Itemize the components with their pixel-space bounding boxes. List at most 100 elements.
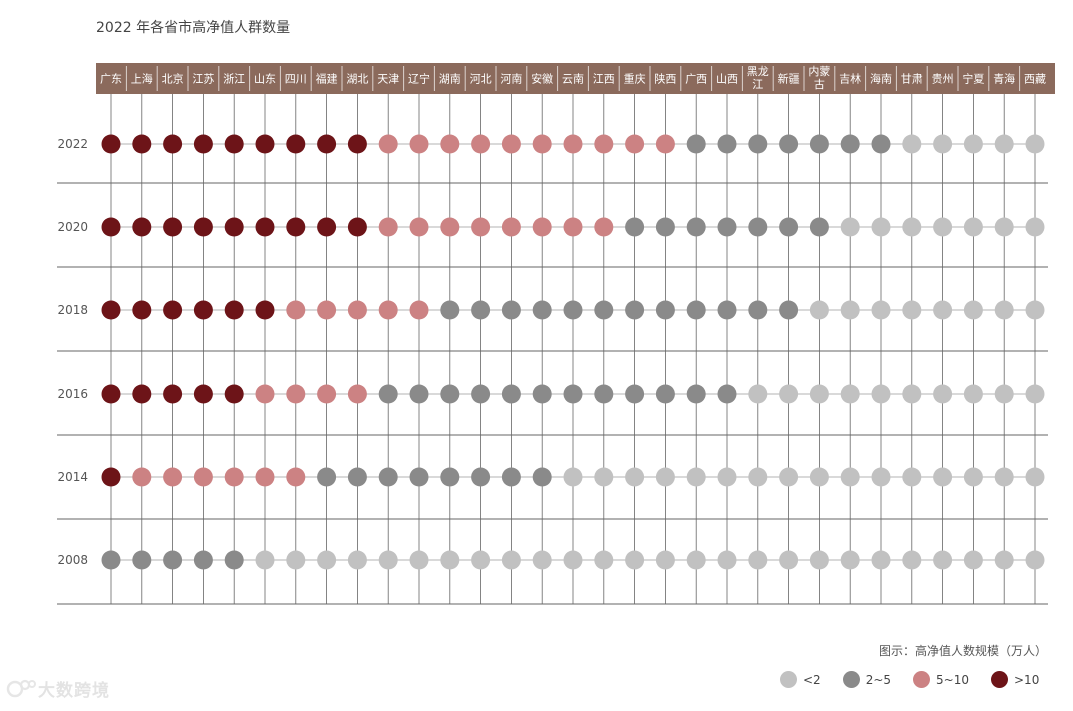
data-dot xyxy=(378,467,398,487)
data-dot xyxy=(132,467,152,487)
data-dot xyxy=(1025,467,1045,487)
data-dot xyxy=(409,467,429,487)
legend-label: 2~5 xyxy=(865,672,892,687)
data-dot xyxy=(132,134,152,154)
province-label: 海南 xyxy=(870,72,892,86)
data-dot xyxy=(440,300,460,320)
province-label: 内蒙古 xyxy=(808,64,830,91)
data-dot xyxy=(840,217,860,237)
year-label: 2022 xyxy=(57,137,88,151)
data-dot xyxy=(779,300,799,320)
data-dot xyxy=(101,550,121,570)
data-dot xyxy=(286,217,306,237)
data-dot xyxy=(809,550,829,570)
province-label: 天津 xyxy=(377,73,399,86)
province-label: 安徽 xyxy=(531,72,553,86)
legend-swatch xyxy=(991,671,1008,688)
data-dot xyxy=(840,384,860,404)
data-dot xyxy=(779,134,799,154)
data-dot xyxy=(409,217,429,237)
data-dot xyxy=(902,134,922,154)
data-dot xyxy=(532,384,552,404)
data-dot xyxy=(625,217,645,237)
data-dot xyxy=(532,550,552,570)
legend-label: >10 xyxy=(1014,672,1040,687)
data-dot xyxy=(163,467,183,487)
province-label: 江苏 xyxy=(192,73,214,86)
data-dot xyxy=(594,300,614,320)
data-dot xyxy=(132,217,152,237)
province-label: 云南 xyxy=(562,73,584,86)
data-dot xyxy=(471,217,491,237)
data-dot xyxy=(163,217,183,237)
data-dot xyxy=(224,134,244,154)
data-dot xyxy=(625,300,645,320)
data-dot xyxy=(286,467,306,487)
data-dot xyxy=(717,134,737,154)
data-dot xyxy=(655,134,675,154)
data-dot xyxy=(255,217,275,237)
data-dot xyxy=(994,467,1014,487)
data-dot xyxy=(101,467,121,487)
province-label: 重庆 xyxy=(624,72,646,86)
province-label: 福建 xyxy=(316,72,338,86)
year-label: 2014 xyxy=(57,470,88,484)
data-dot xyxy=(871,550,891,570)
watermark-text: 大数跨境 xyxy=(38,681,110,701)
data-dot xyxy=(563,467,583,487)
data-dot xyxy=(224,217,244,237)
data-dot xyxy=(286,134,306,154)
data-dot xyxy=(1025,300,1045,320)
data-dot xyxy=(563,300,583,320)
data-dot xyxy=(101,134,121,154)
data-dot xyxy=(717,217,737,237)
data-dot xyxy=(594,217,614,237)
chart-title: 2022 年各省市高净值人群数量 xyxy=(96,20,291,36)
data-dot xyxy=(193,467,213,487)
data-dot xyxy=(255,384,275,404)
data-dot xyxy=(1025,384,1045,404)
data-dot xyxy=(1025,217,1045,237)
data-dot xyxy=(933,217,953,237)
data-dot xyxy=(871,217,891,237)
data-dot xyxy=(748,300,768,320)
watermark: 大数跨境 xyxy=(6,676,110,701)
data-dot xyxy=(163,384,183,404)
year-label: 2020 xyxy=(57,220,88,234)
data-dot xyxy=(594,467,614,487)
province-label: 甘肃 xyxy=(901,73,923,86)
province-label: 广东 xyxy=(100,73,122,86)
legend-item: 5~10 xyxy=(913,671,969,688)
data-dot xyxy=(717,300,737,320)
data-dot xyxy=(840,300,860,320)
data-dot xyxy=(933,300,953,320)
data-dot xyxy=(748,217,768,237)
data-dot xyxy=(101,384,121,404)
data-dot xyxy=(655,550,675,570)
data-dot xyxy=(286,300,306,320)
legend-item: 2~5 xyxy=(842,671,892,688)
data-dot xyxy=(748,384,768,404)
province-label: 山东 xyxy=(254,73,276,86)
data-dot xyxy=(163,134,183,154)
province-label: 北京 xyxy=(162,72,184,86)
data-dot xyxy=(779,217,799,237)
legend-label: <2 xyxy=(803,672,821,687)
data-dot xyxy=(378,550,398,570)
data-dot xyxy=(963,384,983,404)
year-label: 2008 xyxy=(57,553,88,567)
data-dot xyxy=(378,300,398,320)
data-dot xyxy=(963,217,983,237)
data-dot xyxy=(809,134,829,154)
province-label: 宁夏 xyxy=(962,72,984,86)
data-dot xyxy=(655,217,675,237)
province-label: 陕西 xyxy=(654,72,676,86)
data-dot xyxy=(625,384,645,404)
data-dot xyxy=(317,467,337,487)
data-dot xyxy=(501,217,521,237)
data-dot xyxy=(501,134,521,154)
province-label: 吉林 xyxy=(839,72,861,86)
data-dot xyxy=(994,300,1014,320)
data-dot xyxy=(1025,550,1045,570)
data-dot xyxy=(193,134,213,154)
